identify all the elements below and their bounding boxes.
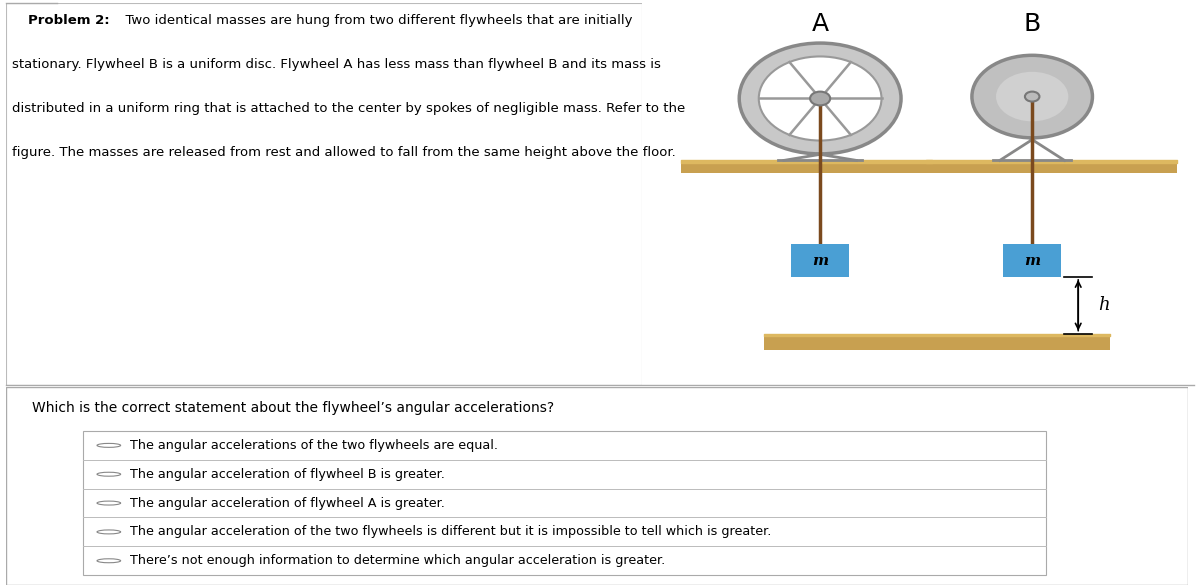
Text: stationary. Flywheel B is a uniform disc. Flywheel A has less mass than flywheel: stationary. Flywheel B is a uniform disc…: [12, 58, 661, 71]
Bar: [680, 161, 931, 173]
Circle shape: [97, 530, 121, 534]
Bar: [791, 245, 850, 277]
Text: m: m: [812, 254, 828, 268]
Circle shape: [739, 43, 901, 154]
Text: The angular acceleration of flywheel A is greater.: The angular acceleration of flywheel A i…: [130, 497, 445, 510]
Text: The angular acceleration of flywheel B is greater.: The angular acceleration of flywheel B i…: [130, 467, 445, 481]
Text: h: h: [1098, 296, 1109, 314]
Text: Problem 2:: Problem 2:: [29, 15, 110, 28]
Circle shape: [97, 501, 121, 505]
Circle shape: [996, 72, 1068, 121]
Circle shape: [97, 559, 121, 563]
Text: Two identical masses are hung from two different flywheels that are initially: Two identical masses are hung from two d…: [118, 15, 632, 28]
Circle shape: [1025, 92, 1039, 102]
Text: The angular acceleration of the two flywheels is different but it is impossible : The angular acceleration of the two flyw…: [130, 526, 772, 539]
Text: The angular accelerations of the two flywheels are equal.: The angular accelerations of the two fly…: [130, 439, 498, 452]
Text: distributed in a uniform ring that is attached to the center by spokes of neglig: distributed in a uniform ring that is at…: [12, 102, 685, 115]
Bar: [83, 431, 1046, 575]
Circle shape: [758, 56, 882, 141]
Bar: [1003, 245, 1062, 277]
Text: There’s not enough information to determine which angular acceleration is greate: There’s not enough information to determ…: [130, 554, 665, 567]
Bar: [764, 333, 1110, 350]
Circle shape: [972, 55, 1092, 138]
Circle shape: [810, 92, 830, 105]
Text: B: B: [1024, 12, 1040, 36]
Circle shape: [97, 472, 121, 476]
Text: figure. The masses are released from rest and allowed to fall from the same heig: figure. The masses are released from res…: [12, 146, 676, 159]
Text: A: A: [811, 12, 829, 36]
Text: m: m: [1024, 254, 1040, 268]
Text: Which is the correct statement about the flywheel’s angular accelerations?: Which is the correct statement about the…: [32, 402, 554, 415]
Circle shape: [97, 443, 121, 447]
Bar: [926, 161, 1177, 173]
